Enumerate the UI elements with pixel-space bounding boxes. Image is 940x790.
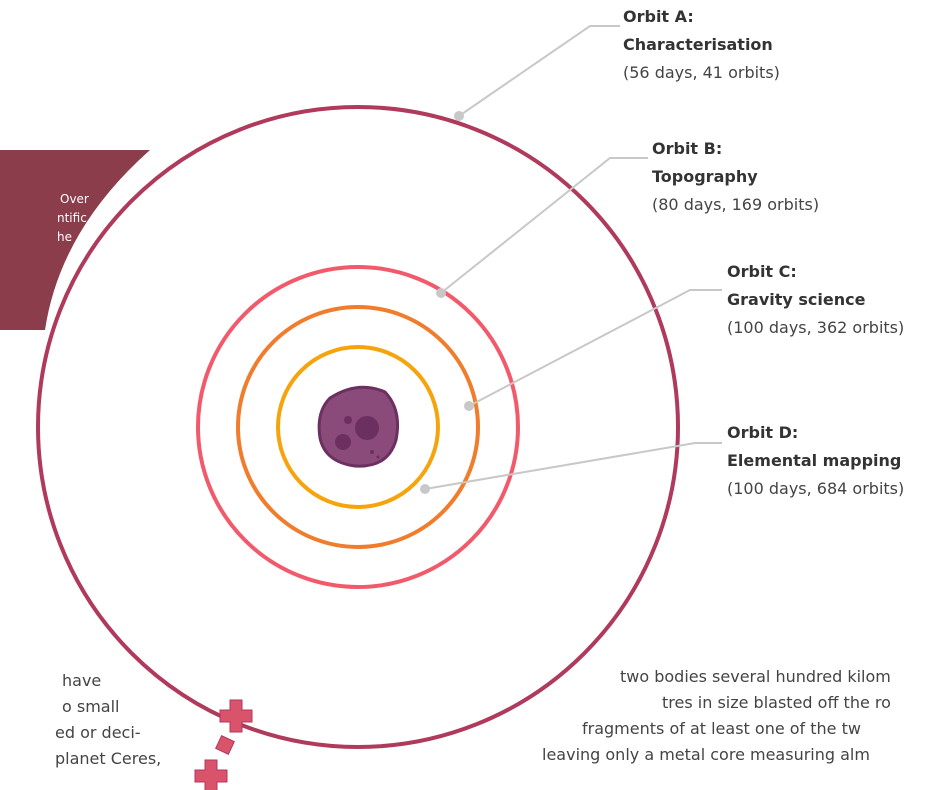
- orbit-title: Elemental mapping: [727, 451, 901, 470]
- body-text: two bodies several hundred kilom: [620, 667, 891, 686]
- body-text: planet Ceres,: [55, 749, 161, 768]
- orbit-detail: (56 days, 41 orbits): [623, 63, 780, 82]
- intro-text: he: [57, 230, 72, 244]
- body-text: tres in size blasted off the ro: [662, 693, 891, 712]
- orbit-name: Orbit D:: [727, 423, 798, 442]
- orbit-detail: (80 days, 169 orbits): [652, 195, 819, 214]
- body-text: ed or deci-: [55, 723, 141, 742]
- orbit-title: Gravity science: [727, 290, 866, 309]
- body-text: o small: [62, 697, 120, 716]
- orbit-diagram: Orbit A: Characterisation (56 days, 41 orb…: [0, 0, 940, 790]
- orbit-title: Characterisation: [623, 35, 773, 54]
- orbit-title: Topography: [652, 167, 758, 186]
- intro-text: ntific: [57, 211, 87, 225]
- orbit-name: Orbit B:: [652, 139, 722, 158]
- orbit-detail: (100 days, 684 orbits): [727, 479, 904, 498]
- intro-text: Over: [60, 192, 89, 206]
- orbit-detail: (100 days, 362 orbits): [727, 318, 904, 337]
- orbit-name: Orbit C:: [727, 262, 797, 281]
- asteroid-psyche: [319, 387, 397, 466]
- body-text: leaving only a metal core measuring alm: [542, 745, 870, 764]
- orbit-name: Orbit A:: [623, 7, 694, 26]
- spacecraft: [195, 700, 252, 790]
- body-text: fragments of at least one of the tw: [582, 719, 861, 738]
- body-text: have: [62, 671, 101, 690]
- intro-panel: [0, 150, 150, 330]
